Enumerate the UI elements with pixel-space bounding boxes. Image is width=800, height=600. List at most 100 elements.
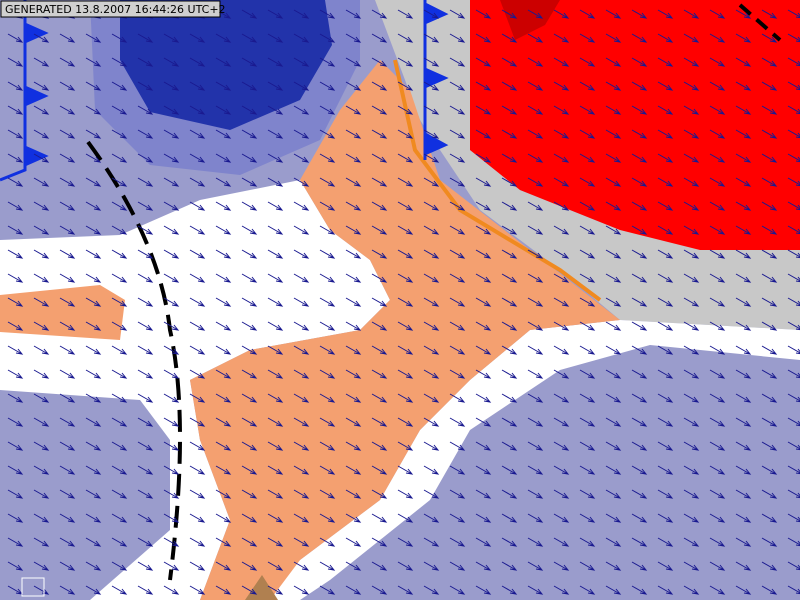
wind-arrow [475, 33, 492, 43]
wind-arrow [163, 345, 180, 355]
wind-arrow [397, 273, 414, 283]
wind-arrow [111, 465, 128, 475]
wind-arrow [345, 393, 362, 403]
wind-arrow [657, 273, 674, 283]
wind-arrow [371, 441, 388, 451]
wind-arrow [85, 441, 102, 451]
wind-arrow [761, 297, 778, 307]
wind-arrow [605, 513, 622, 523]
wind-arrow [449, 345, 466, 355]
wind-arrow [371, 537, 388, 547]
wind-arrow [449, 33, 466, 43]
wind-arrow [267, 249, 284, 259]
wind-arrow [319, 153, 336, 163]
wind-arrow [579, 417, 596, 427]
wind-arrow [189, 129, 206, 139]
wind-arrow [735, 249, 752, 259]
wind-arrow [709, 489, 726, 499]
wind-arrow [59, 81, 76, 91]
wind-arrow [371, 345, 388, 355]
wind-arrow [553, 417, 570, 427]
wind-arrow [293, 9, 310, 19]
wind-arrow [501, 417, 518, 427]
wind-arrow [683, 129, 700, 139]
wind-arrow [33, 57, 50, 67]
wind-arrow [475, 537, 492, 547]
wind-arrow [527, 9, 544, 19]
wind-arrow [631, 33, 648, 43]
wind-arrow [553, 321, 570, 331]
wind-arrow [709, 57, 726, 67]
wind-arrow [85, 297, 102, 307]
wind-arrow [85, 537, 102, 547]
wind-arrow [293, 489, 310, 499]
wind-arrow [371, 9, 388, 19]
wind-arrow [319, 489, 336, 499]
wind-arrow [735, 297, 752, 307]
wind-arrow [33, 249, 50, 259]
wind-arrow [241, 129, 258, 139]
wind-arrow [85, 393, 102, 403]
wind-arrow [657, 225, 674, 235]
wind-arrow [735, 9, 752, 19]
wind-arrow [345, 153, 362, 163]
wind-arrow [475, 489, 492, 499]
wind-arrow [267, 153, 284, 163]
wind-arrow [137, 417, 154, 427]
wind-arrow [735, 105, 752, 115]
wind-arrow [605, 129, 622, 139]
wind-arrow [657, 129, 674, 139]
wind-arrow [475, 297, 492, 307]
wind-arrow [111, 297, 128, 307]
wind-arrow [397, 201, 414, 211]
wind-arrow [605, 225, 622, 235]
wind-arrow [215, 369, 232, 379]
wind-arrow [59, 129, 76, 139]
wind-arrow [579, 297, 596, 307]
wind-arrow [553, 153, 570, 163]
wind-arrow [85, 465, 102, 475]
wind-arrow [683, 465, 700, 475]
wind-arrow [319, 177, 336, 187]
wind-arrow [7, 489, 24, 499]
wind-arrow [267, 537, 284, 547]
wind-arrow [527, 465, 544, 475]
wind-arrow [267, 273, 284, 283]
wind-arrow [371, 369, 388, 379]
wind-arrow [475, 465, 492, 475]
wind-arrow [319, 81, 336, 91]
wind-arrow [657, 33, 674, 43]
wind-arrow [163, 57, 180, 67]
wind-arrow [189, 561, 206, 571]
wind-arrow [475, 177, 492, 187]
wind-arrow [85, 201, 102, 211]
wind-arrow [605, 201, 622, 211]
wind-arrow [163, 513, 180, 523]
wind-arrow [709, 561, 726, 571]
wind-arrow [345, 9, 362, 19]
wind-arrow [137, 537, 154, 547]
wind-arrow [657, 369, 674, 379]
wind-arrow [345, 57, 362, 67]
wind-arrow [111, 561, 128, 571]
wind-arrow [683, 105, 700, 115]
wind-arrow [397, 177, 414, 187]
wind-arrow [423, 393, 440, 403]
wind-arrow [761, 561, 778, 571]
wind-arrow [241, 81, 258, 91]
wind-arrow [215, 441, 232, 451]
wind-arrow [761, 177, 778, 187]
wind-arrow [319, 393, 336, 403]
wind-arrow [579, 585, 596, 595]
wind-arrow [293, 105, 310, 115]
wind-arrow [605, 297, 622, 307]
wind-arrow [267, 441, 284, 451]
wind-arrow [449, 393, 466, 403]
wind-arrow [33, 33, 50, 43]
wind-arrow [709, 513, 726, 523]
wind-arrow [735, 273, 752, 283]
wind-arrow [631, 441, 648, 451]
wind-arrow [319, 321, 336, 331]
wind-arrow [163, 561, 180, 571]
wind-arrow [579, 441, 596, 451]
